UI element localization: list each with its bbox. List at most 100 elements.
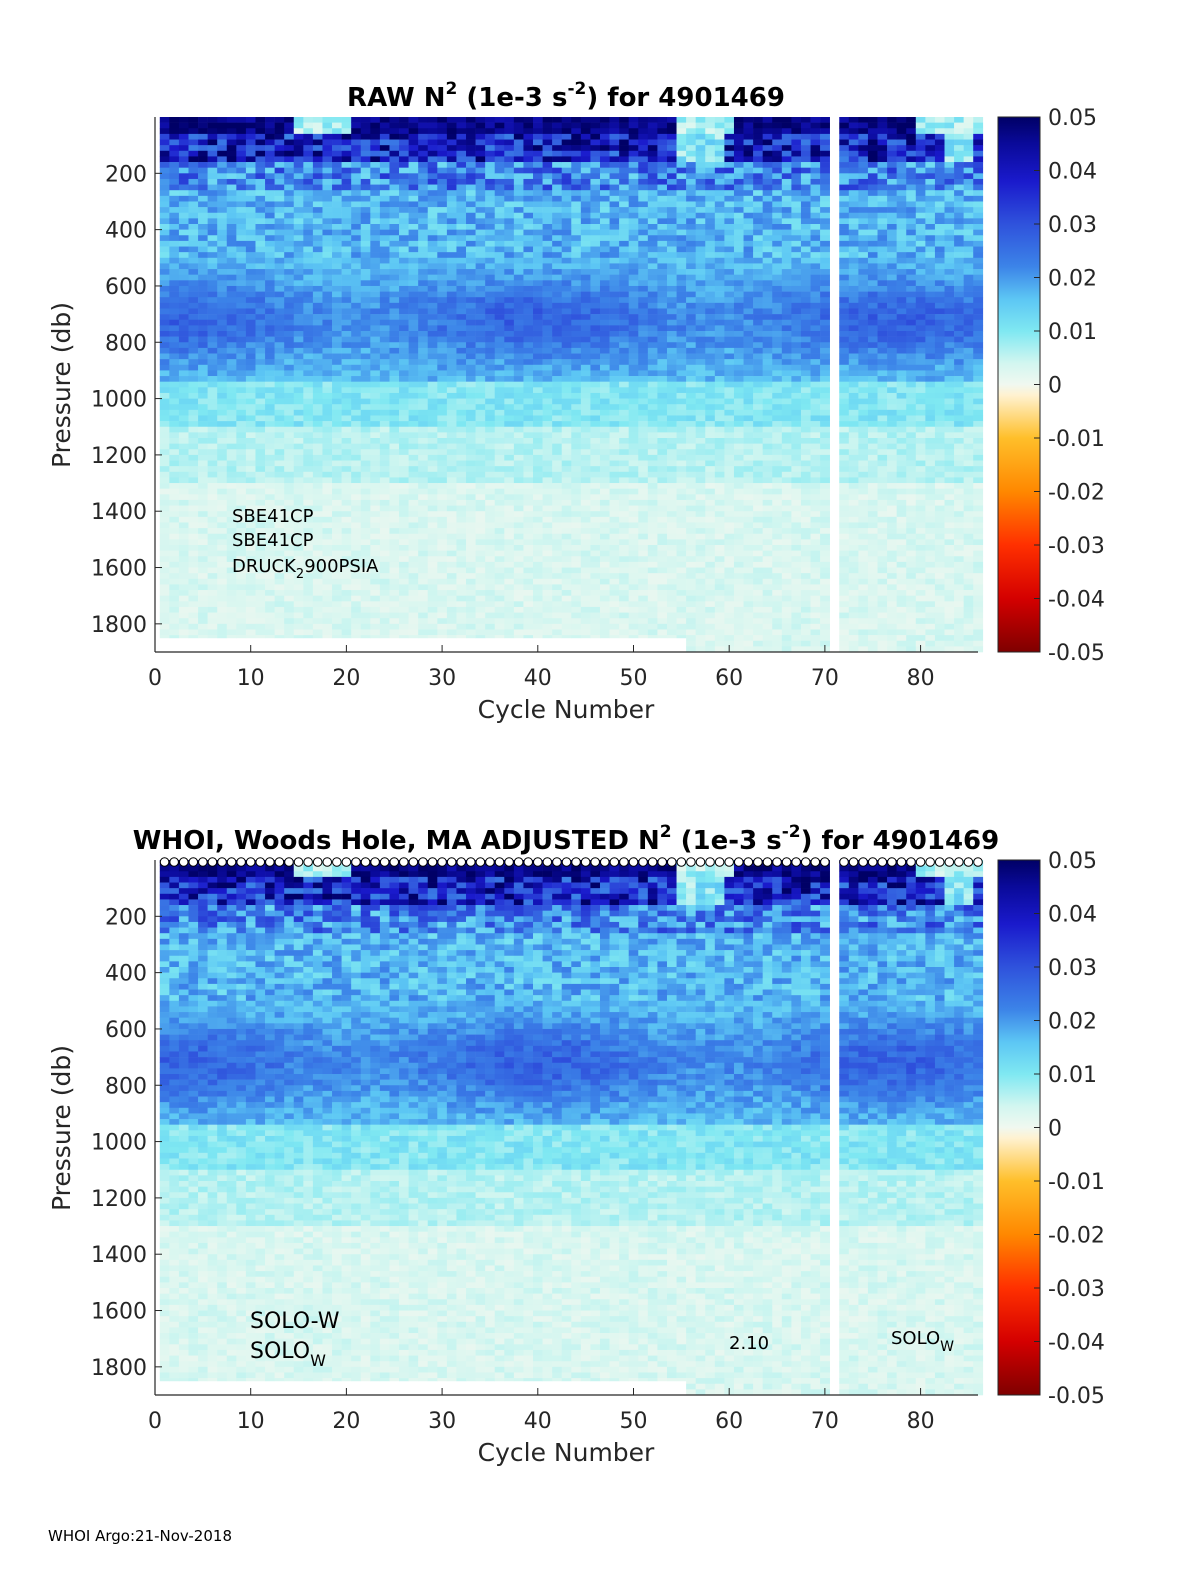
heatmap-cell [198,499,208,506]
heatmap-cell [178,488,189,495]
heatmap-cell [351,635,362,639]
heatmap-cell [504,606,515,613]
heatmap-cell [351,291,362,298]
heatmap-cell [207,550,218,557]
heatmap-cell [657,545,668,551]
heatmap-cell [609,274,620,281]
heatmap-cell [475,150,486,157]
heatmap-cell [351,567,362,574]
heatmap-cell [647,539,658,546]
heatmap-cell [370,556,381,563]
heatmap-cell [599,139,610,146]
heatmap-cell [312,381,323,388]
heatmap-cell [303,133,314,140]
heatmap-cell [178,415,189,422]
heatmap-cell [599,494,610,501]
heatmap-cell [628,505,639,512]
heatmap-cell [628,584,639,591]
heatmap-cell [293,190,304,197]
heatmap-cell [312,246,323,253]
heatmap-cell [638,561,649,568]
heatmap-cell [379,409,390,416]
heatmap-cell [159,122,170,129]
heatmap-cell [322,438,333,444]
heatmap-cell [657,319,668,326]
heatmap-cell [399,556,409,563]
heatmap-cell [494,376,505,382]
heatmap-cell [198,178,208,185]
heatmap-cell [198,319,208,326]
heatmap-cell [265,488,275,495]
heatmap-cell [245,494,256,501]
heatmap-cell [341,359,352,366]
heatmap-cell [446,218,457,225]
heatmap-cell [217,623,228,630]
heatmap-cell [475,584,486,591]
heatmap-cell [389,590,400,596]
heatmap-cell [542,319,553,326]
heatmap-cell [561,629,572,636]
heatmap-cell [226,240,237,247]
heatmap-cell [513,364,524,371]
heatmap-cell [638,122,649,129]
heatmap-cell [399,336,409,343]
heatmap-cell [379,359,390,366]
heatmap-cell [599,353,610,360]
heatmap-cell [159,336,170,343]
heatmap-cell [159,240,170,247]
heatmap-cell [599,415,610,422]
heatmap-cell [427,274,438,281]
heatmap-cell [466,376,476,382]
heatmap-cell [418,240,429,247]
heatmap-cell [590,573,601,580]
heatmap-cell [571,522,582,529]
heatmap-cell [427,477,438,484]
heatmap-cell [379,623,390,630]
heatmap-cell [485,145,496,152]
heatmap-cell [351,460,362,467]
heatmap-cell [638,145,649,152]
heatmap-cell [312,145,323,152]
heatmap-cell [217,336,228,343]
heatmap-cell [494,240,505,247]
heatmap-cell [638,173,649,180]
heatmap-cell [332,415,342,422]
heatmap-cell [293,387,304,394]
heatmap-cell [657,229,668,236]
heatmap-cell [399,364,409,371]
heatmap-cell [494,156,505,163]
heatmap-cell [284,257,295,264]
heatmap-cell [619,257,629,264]
heatmap-cell [657,302,668,309]
heatmap-cell [351,539,362,546]
heatmap-cell [494,235,505,242]
heatmap-cell [437,150,448,157]
heatmap-cell [533,635,543,639]
heatmap-cell [188,145,199,152]
heatmap-cell [389,618,400,625]
heatmap-cell [647,477,658,484]
heatmap-cell [379,466,390,473]
heatmap-cell [284,162,295,168]
heatmap-cell [217,528,228,535]
heatmap-cell [437,488,448,495]
heatmap-cell [475,269,486,275]
heatmap-cell [523,381,534,388]
heatmap-cell [198,302,208,309]
heatmap-cell [466,201,476,208]
heatmap-cell [561,550,572,557]
heatmap-cell [571,505,582,512]
heatmap-cell [666,133,677,140]
heatmap-cell [523,257,534,264]
heatmap-cell [427,212,438,219]
heatmap-cell [466,567,476,574]
heatmap-cell [638,556,649,563]
heatmap-cell [207,212,218,219]
heatmap-cell [198,235,208,242]
heatmap-cell [590,471,601,478]
heatmap-cell [513,167,524,174]
heatmap-cell [437,336,448,343]
heatmap-cell [599,398,610,405]
heatmap-cell [647,556,658,563]
heatmap-cell [475,347,486,354]
